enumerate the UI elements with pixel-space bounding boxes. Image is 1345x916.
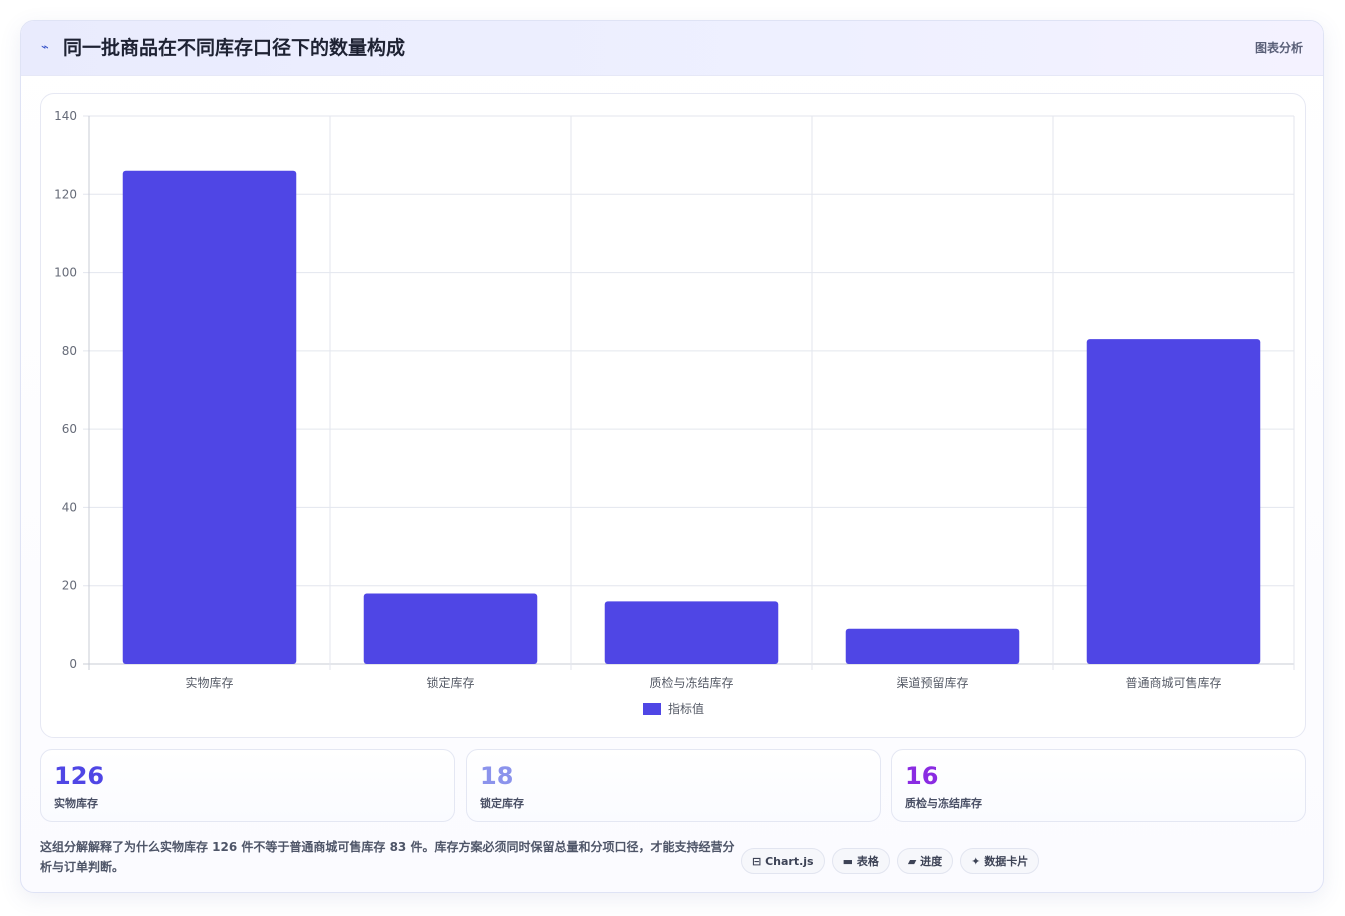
chart-icon: ⊟: [752, 855, 762, 868]
chip-label: 表格: [856, 855, 879, 868]
bar-4: [845, 628, 1020, 664]
tech-chips: ⊟ Chart.js ▬ 表格 ▰ 进度 ✦ 数据卡片: [741, 848, 1046, 874]
stat-card-locked: 18 锁定库存: [466, 749, 881, 822]
chip-label: Chart.js: [765, 855, 814, 868]
x-tick-label: 渠道预留库存: [896, 675, 968, 690]
chart-analysis-label: 图表分析: [1254, 41, 1303, 55]
progress-icon: ▰: [907, 855, 917, 868]
chip-label: 数据卡片: [984, 855, 1029, 868]
bar-2: [363, 593, 538, 664]
chip-chartjs[interactable]: ⊟ Chart.js: [741, 848, 825, 874]
y-tick-label: 0: [69, 657, 77, 671]
stat-value: 18: [480, 762, 514, 790]
stat-card-quality-frozen: 16 质检与冻结库存: [891, 749, 1306, 822]
legend-swatch: [643, 702, 661, 715]
chart-line-icon: ⌁: [41, 40, 49, 55]
legend-label: 指标值: [668, 702, 705, 716]
y-tick-label: 100: [54, 266, 77, 280]
chip-data-card[interactable]: ✦ 数据卡片: [960, 848, 1040, 874]
chip-label: 进度: [920, 855, 943, 868]
bar-5: [1086, 339, 1261, 664]
x-tick-label: 锁定库存: [426, 675, 474, 690]
page-title: 同一批商品在不同库存口径下的数量构成: [63, 37, 406, 59]
y-tick-label: 140: [54, 109, 77, 123]
x-tick-label: 实物库存: [185, 675, 233, 690]
table-icon: ▬: [842, 855, 853, 868]
y-tick-label: 80: [62, 344, 77, 358]
chart-legend[interactable]: 指标值: [643, 698, 704, 716]
y-tick-label: 60: [62, 422, 77, 436]
stat-label: 实物库存: [54, 797, 98, 810]
chip-progress[interactable]: ▰ 进度: [896, 848, 954, 874]
y-tick-label: 120: [54, 187, 77, 201]
stat-value: 16: [905, 762, 939, 790]
y-tick-label: 40: [62, 500, 77, 514]
card-header: ⌁ 同一批商品在不同库存口径下的数量构成 图表分析: [21, 21, 1323, 76]
stat-label: 锁定库存: [480, 797, 524, 810]
bar-3: [604, 601, 779, 664]
y-tick-label: 20: [62, 579, 77, 593]
stat-label: 质检与冻结库存: [905, 797, 982, 810]
footer-description: 这组分解解释了为什么实物库存 126 件不等于普通商城可售库存 83 件。库存方…: [40, 840, 735, 874]
chart-panel: 0 20 40 60 80 100 120 140 实物库存 锁定库存 质检与冻结库存 渠道预留库存 普…: [40, 93, 1306, 738]
bar-1: [122, 170, 297, 665]
bar-chart: 0 20 40 60 80 100 120 140 实物库存 锁定库存 质检与冻结库存 渠道预留库存 普…: [54, 109, 1295, 690]
x-tick-label: 普通商城可售库存: [1125, 675, 1221, 690]
sparkle-icon: ✦: [971, 855, 981, 868]
chip-table[interactable]: ▬ 表格: [831, 848, 890, 874]
stat-value: 126: [54, 762, 105, 790]
chart-card: ⌁ 同一批商品在不同库存口径下的数量构成 图表分析 0 20 40 60 80 100 12…: [20, 20, 1324, 893]
stat-card-physical: 126 实物库存: [40, 749, 455, 822]
x-tick-label: 质检与冻结库存: [649, 675, 733, 690]
